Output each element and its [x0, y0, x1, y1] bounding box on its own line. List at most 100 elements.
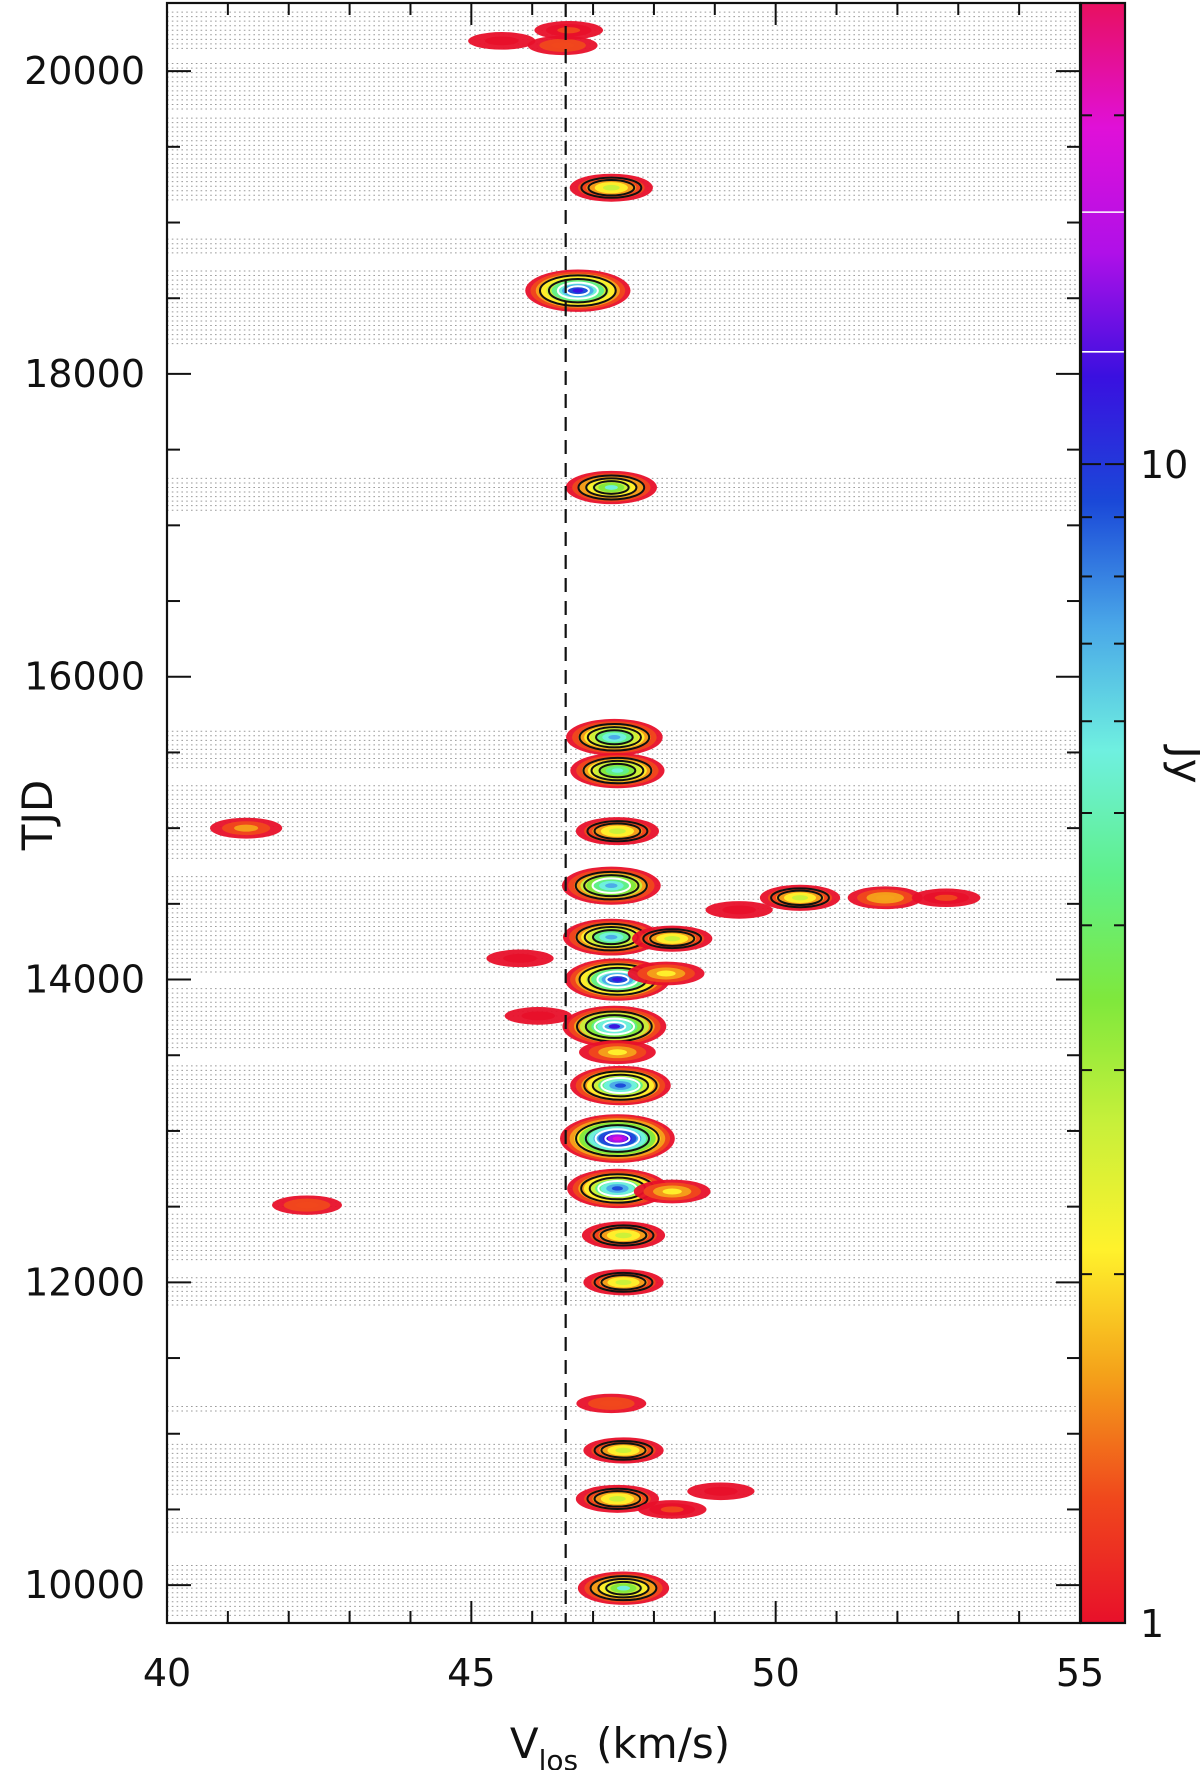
maser-feature [527, 35, 598, 56]
feature-contour [582, 756, 653, 785]
y-tick-label: 14000 [24, 958, 145, 1002]
feature-level [934, 894, 958, 901]
x-axis-label-main: V [510, 1719, 539, 1768]
maser-feature [569, 173, 653, 202]
feature-level [722, 905, 756, 915]
feature-level [611, 1186, 624, 1191]
maser-feature [687, 1482, 755, 1501]
feature-level [662, 1188, 682, 1195]
feature-contour [602, 1021, 627, 1032]
feature-contour [592, 1224, 655, 1247]
feature-contour [604, 1132, 631, 1145]
feature-level [791, 895, 809, 901]
colorbar: 1 10 Jy [1079, 1, 1200, 1646]
maser-feature [570, 753, 665, 789]
x-tick-label: 50 [751, 1651, 799, 1695]
feature-level [550, 42, 575, 49]
feature-contour [593, 1439, 654, 1461]
feature-level [608, 1024, 621, 1029]
feature-contour [595, 729, 634, 746]
y-tick-label: 18000 [24, 352, 145, 396]
feature-contour [590, 759, 645, 782]
y-tick-label: 20000 [24, 49, 145, 93]
feature-contour [605, 1580, 642, 1596]
feature-contour [585, 477, 638, 498]
feature-level [704, 1486, 738, 1496]
maser-feature [272, 1195, 342, 1215]
maser-feature [911, 888, 981, 908]
feature-level [603, 184, 620, 191]
maser-feature [525, 269, 631, 312]
maser-feature [579, 1040, 656, 1065]
maser-feature [566, 718, 663, 756]
maser-feature [583, 1437, 664, 1464]
feature-level [609, 828, 626, 834]
feature-level [609, 1496, 626, 1502]
feature-contour [593, 1271, 654, 1293]
feature-contour [605, 974, 630, 985]
feature-level [611, 768, 624, 773]
y-axis-ticks [167, 70, 1080, 1587]
maser-feature [633, 1179, 711, 1204]
feature-contour [565, 285, 590, 297]
plot-area [167, 3, 1080, 1623]
feature-contour [600, 1274, 647, 1291]
feature-contour [580, 176, 643, 199]
x-tick-label: 45 [447, 1651, 495, 1695]
feature-level [875, 894, 895, 901]
maser-feature [504, 1007, 572, 1025]
feature-contour [593, 1017, 636, 1036]
feature-level [234, 824, 259, 832]
maser-feature [575, 817, 660, 846]
colorbar-tick-label: 1 [1140, 1602, 1164, 1646]
feature-level [664, 936, 681, 942]
feature-level [604, 485, 618, 490]
maser-feature [559, 1114, 675, 1163]
feature-contour [586, 820, 649, 843]
feature-contour [584, 1014, 644, 1039]
feature-level [605, 934, 618, 940]
maser-feature [575, 1484, 660, 1513]
maser-feature [637, 1500, 707, 1519]
x-axis-label-subscript: los [539, 1744, 579, 1770]
maser-feature [562, 1005, 667, 1048]
x-tick-label: 55 [1056, 1651, 1104, 1695]
maser-feature [561, 866, 661, 905]
y-tick-label: 16000 [24, 655, 145, 699]
feature-contour [597, 1578, 650, 1599]
feature-level [484, 36, 519, 46]
maser-feature [627, 961, 705, 986]
colorbar-frame [1079, 1, 1127, 1625]
maser-feature [759, 884, 841, 911]
maser-feature [563, 918, 660, 956]
feature-contour [776, 889, 824, 906]
feature-contour [586, 1487, 649, 1510]
feature-contour [577, 474, 646, 501]
feature-contour [556, 281, 599, 300]
feature-level [614, 1083, 627, 1088]
x-axis-label: Vlos (km/s) [510, 1719, 730, 1770]
feature-level [557, 27, 581, 34]
feature-contour [594, 1128, 641, 1149]
maser-feature [577, 1571, 670, 1605]
feature-contour [587, 179, 636, 197]
maser-feature [847, 886, 923, 910]
maser-feature [534, 20, 604, 40]
feature-level [615, 1232, 632, 1239]
feature-contour [600, 1442, 647, 1459]
maser-feature [210, 817, 283, 839]
feature-level [615, 1447, 632, 1454]
x-axis-tick-labels: 40 45 50 55 [143, 1651, 1104, 1695]
colorbar-label: Jy [1162, 743, 1200, 783]
feature-contour [592, 480, 630, 495]
feature-level [572, 288, 584, 293]
feature-level [607, 1049, 628, 1056]
feature-contour [598, 762, 637, 779]
maser-feature [576, 1393, 647, 1414]
feature-level [605, 883, 618, 889]
feature-level [660, 1506, 684, 1513]
feature-contour [593, 822, 642, 840]
feature-contour [578, 723, 651, 752]
feature-contour [591, 929, 631, 946]
